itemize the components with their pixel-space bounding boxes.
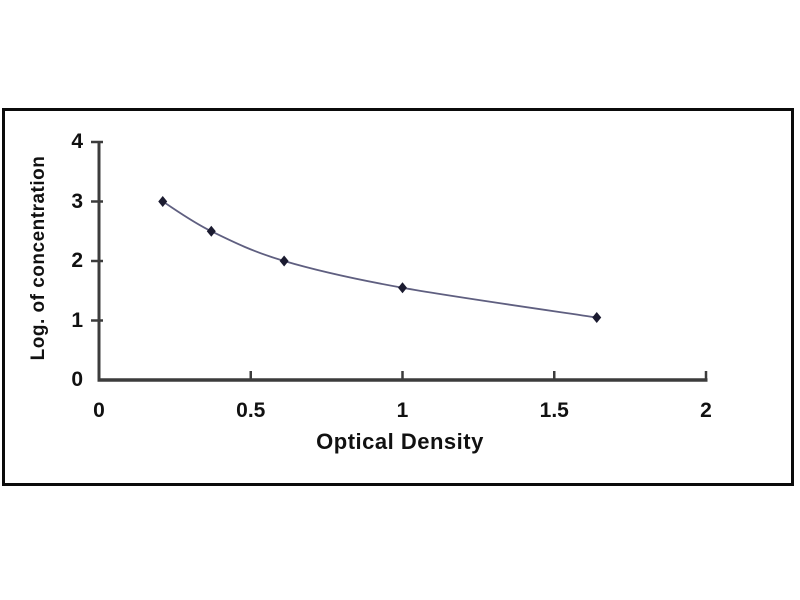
x-tick-label: 2	[700, 399, 712, 422]
x-tick-label: 1.5	[539, 399, 569, 422]
data-point-marker	[398, 282, 407, 294]
standard-curve-line	[162, 200, 597, 319]
data-point-marker	[158, 196, 168, 207]
y-tick-label: 3	[71, 189, 83, 213]
x-tick-label: 0	[93, 399, 105, 422]
y-tick-label: 4	[71, 130, 83, 153]
data-point-marker	[279, 255, 289, 267]
x-tick-label: 0.5	[236, 399, 266, 422]
y-tick-label: 1	[71, 308, 83, 332]
y-tick-label: 0	[71, 368, 83, 391]
y-tick-label: 2	[71, 249, 83, 272]
data-point-marker	[206, 225, 216, 237]
x-axis-title: Optical Density	[316, 429, 484, 454]
chart-border-frame	[2, 108, 794, 486]
data-point-marker	[592, 312, 602, 324]
x-tick-label: 1	[396, 399, 409, 422]
